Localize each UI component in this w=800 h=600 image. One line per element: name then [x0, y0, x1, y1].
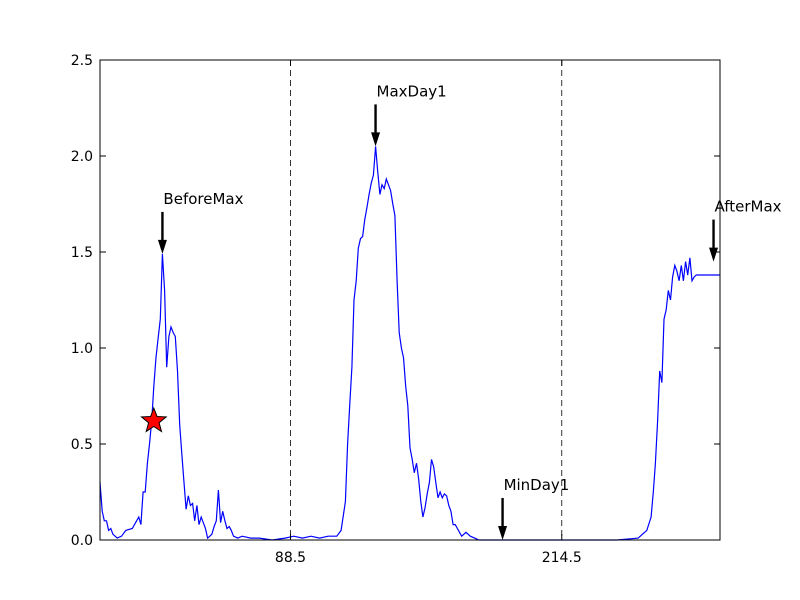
annotation-arrow-head-minday1 — [498, 526, 508, 540]
y-tick-label: 2.0 — [71, 149, 93, 165]
x-tick-label: 214.5 — [542, 550, 582, 566]
annotation-layer: BeforeMax MaxDay1 MinDay1 AfterMax — [157, 82, 782, 540]
axis-ticks: 0.0 0.5 1.0 1.5 2.0 2.5 88.5 214.5 — [71, 53, 720, 566]
plot-frame — [99, 59, 721, 541]
annotation-label-beforemax: BeforeMax — [163, 190, 243, 208]
y-tick-label: 0.5 — [71, 437, 93, 453]
vertical-dashed-lines — [290, 60, 563, 540]
annotation-arrow-head-maxday1 — [371, 132, 381, 147]
y-tick-label: 0.0 — [71, 533, 93, 549]
y-tick-label: 2.5 — [71, 53, 93, 69]
y-tick-label: 1.5 — [71, 245, 93, 261]
annotation-label-aftermax: AfterMax — [715, 198, 782, 216]
annotation-label-minday1: MinDay1 — [504, 476, 570, 494]
annotation-arrow-head-aftermax — [709, 247, 719, 262]
marker-layer — [140, 406, 168, 433]
x-tick-label: 88.5 — [275, 550, 306, 566]
annotation-arrow-head-beforemax — [157, 239, 167, 254]
y-tick-label: 1.0 — [71, 341, 93, 357]
star-marker — [140, 406, 168, 433]
annotation-label-maxday1: MaxDay1 — [377, 82, 447, 100]
